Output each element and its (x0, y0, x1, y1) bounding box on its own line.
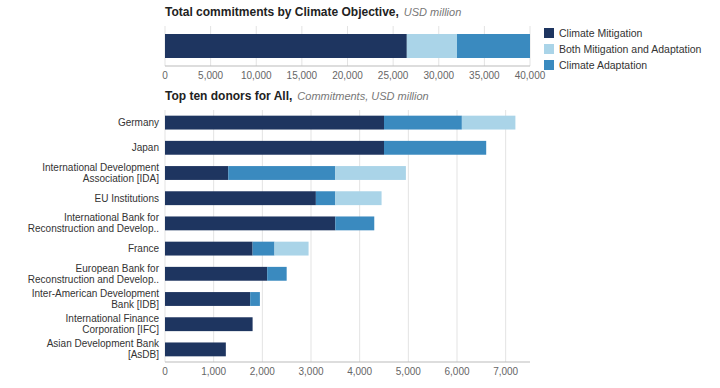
category-label-line: Germany (118, 117, 159, 128)
x-tick-label: 35,000 (469, 70, 500, 81)
grid-line (505, 110, 506, 362)
bars (165, 116, 515, 357)
legend-label: Both Mitigation and Adaptation (559, 43, 702, 55)
x-tick-label: 15,000 (287, 70, 318, 81)
chart-title: Top ten donors for All, (165, 89, 292, 103)
bar-segment (165, 191, 316, 205)
x-tick-label: 1,000 (201, 366, 226, 377)
x-tick-label: 30,000 (423, 70, 454, 81)
bar-segment (250, 292, 260, 306)
legend: Climate Mitigation Both Mitigation and Ad… (544, 27, 702, 71)
category-label: France (128, 243, 160, 254)
chart-title: Total commitments by Climate Objective, (165, 5, 399, 19)
bar-segment (225, 342, 226, 356)
chart: Top ten donors for All, Commitments, USD … (28, 89, 530, 377)
bar-segment (335, 166, 406, 180)
x-tick-label: 4,000 (347, 366, 372, 377)
category-label: Asian Development Bank[AsDB] (47, 338, 160, 360)
category-label-line: Bank [IDB] (111, 299, 159, 310)
bar-segment (165, 292, 250, 306)
x-tick-label: 25,000 (378, 70, 409, 81)
category-label: European Bank forReconstruction and Deve… (28, 263, 160, 285)
x-axis-line (165, 66, 530, 67)
chart-subtitle: USD million (404, 6, 461, 18)
bar-segment (384, 116, 462, 130)
bar-segment (165, 267, 267, 281)
category-label-line: Asian Development Bank (47, 338, 160, 349)
legend-swatch (544, 44, 554, 54)
x-tick-label: 7,000 (493, 366, 518, 377)
bar-segment (165, 342, 226, 356)
bar-segment (275, 242, 309, 256)
bar-segment (407, 34, 457, 58)
bar-segment (165, 317, 253, 331)
category-label: EU Institutions (95, 193, 159, 204)
chart-canvas: Total commitments by Climate Objective, U… (0, 0, 720, 388)
x-tick-label: 3,000 (298, 366, 323, 377)
bar-segment (165, 116, 384, 130)
category-label-line: International Finance (66, 313, 160, 324)
category-label-line: Association [IDA] (83, 173, 159, 184)
category-label-line: Japan (132, 142, 159, 153)
category-label: International FinanceCorporation [IFC] (66, 313, 160, 335)
bar-segment (165, 166, 228, 180)
category-label-line: International Bank for (64, 212, 160, 223)
bar-segment (252, 317, 253, 331)
category-label-line: Inter-American Development (32, 288, 159, 299)
category-label: International DevelopmentAssociation [ID… (42, 162, 159, 184)
legend-swatch (544, 28, 554, 38)
category-label: Germany (118, 117, 159, 128)
category-label-line: EU Institutions (95, 193, 159, 204)
bar-segment (165, 216, 335, 230)
category-label-line: Reconstruction and Develop.. (28, 223, 159, 234)
x-tick-label: 5,000 (396, 366, 421, 377)
category-label-line: Reconstruction and Develop.. (28, 274, 159, 285)
chart: Total commitments by Climate Objective, U… (162, 5, 701, 81)
category-label-line: [AsDB] (128, 349, 159, 360)
bar-segment (486, 141, 487, 155)
bar-segment (165, 34, 407, 58)
bar-segment (316, 191, 335, 205)
x-tick-label: 0 (162, 70, 168, 81)
bar-segment (457, 34, 530, 58)
bar-segment (165, 242, 253, 256)
category-label: Japan (132, 142, 159, 153)
legend-label: Climate Mitigation (559, 27, 643, 39)
bar-segment (253, 242, 275, 256)
x-tick-label: 40,000 (515, 70, 546, 81)
x-tick-label: 5,000 (198, 70, 223, 81)
bars (165, 34, 530, 58)
bar-segment (259, 292, 260, 306)
bar-segment (374, 216, 375, 230)
bar-segment (228, 166, 335, 180)
bar-segment (165, 141, 384, 155)
chart-subtitle: Commitments, USD million (297, 90, 428, 102)
bar-segment (384, 141, 486, 155)
x-tick-label: 0 (162, 366, 168, 377)
x-tick-label: 6,000 (444, 366, 469, 377)
category-label-line: International Development (42, 162, 159, 173)
x-tick-label: 20,000 (332, 70, 363, 81)
category-label: Inter-American DevelopmentBank [IDB] (32, 288, 159, 310)
bar-segment (252, 317, 253, 331)
category-label-line: European Bank for (76, 263, 160, 274)
bar-segment (335, 216, 374, 230)
bar-segment (225, 342, 226, 356)
bar-segment (267, 267, 286, 281)
x-axis-line (165, 362, 530, 363)
category-label: International Bank forReconstruction and… (28, 212, 160, 234)
x-tick-label: 2,000 (250, 366, 275, 377)
legend-swatch (544, 60, 554, 70)
x-tick-label: 10,000 (241, 70, 272, 81)
bar-segment (286, 267, 287, 281)
category-label-line: France (128, 243, 160, 254)
bar-segment (335, 191, 381, 205)
category-label-line: Corporation [IFC] (82, 324, 159, 335)
bar-segment (462, 116, 516, 130)
legend-label: Climate Adaptation (559, 59, 647, 71)
